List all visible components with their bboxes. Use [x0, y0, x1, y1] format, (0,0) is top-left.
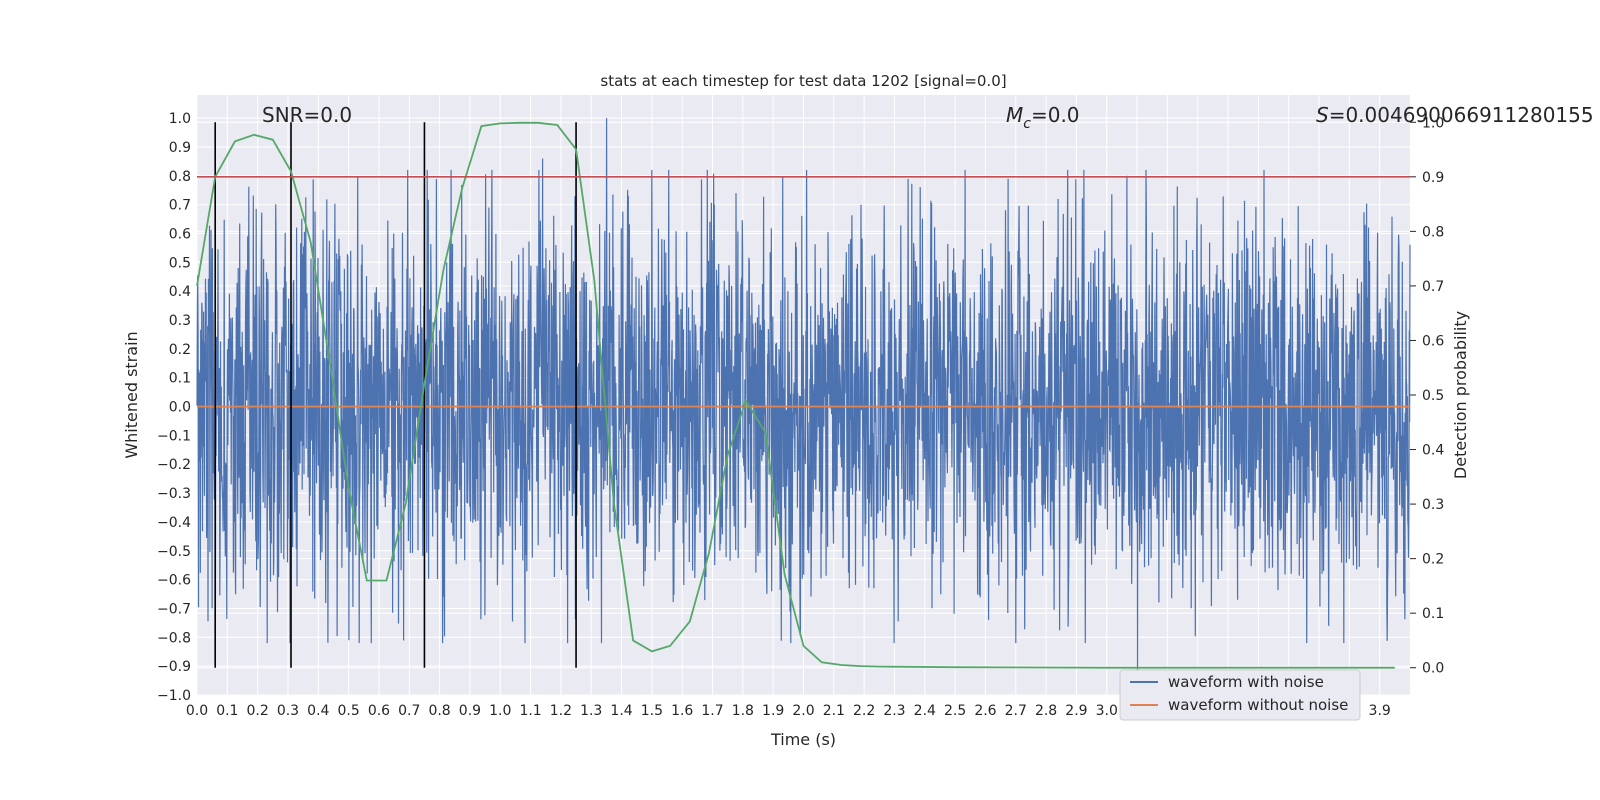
x-tick-label: 0.0: [186, 703, 208, 719]
x-tick-label: 0.8: [428, 703, 450, 719]
annotation-chirp-mass: Mc=0.0: [1006, 103, 1080, 132]
legend-label-clean: waveform without noise: [1168, 696, 1348, 714]
y-tick-label: 0.8: [169, 169, 191, 185]
x-tick-label: 2.4: [914, 703, 936, 719]
x-tick-label: 0.6: [368, 703, 390, 719]
y-right-tick-label: 0.8: [1422, 224, 1444, 240]
x-tick-label: 2.9: [1065, 703, 1087, 719]
y-tick-label: 0.6: [169, 226, 191, 242]
x-axis-label: Time (s): [770, 730, 836, 749]
x-tick-label: 1.4: [610, 703, 632, 719]
y-right-tick-label: 0.1: [1422, 606, 1444, 622]
y-tick-label: −0.8: [157, 630, 191, 646]
y-tick-label: −0.4: [157, 515, 191, 531]
y-tick-label: 0.1: [169, 371, 191, 387]
y-tick-label: −0.9: [157, 659, 191, 675]
x-tick-label: 2.5: [944, 703, 966, 719]
y-tick-label: 0.7: [169, 198, 191, 214]
series-waveform-with-noise: [196, 118, 1411, 681]
x-tick-label: 0.2: [247, 703, 269, 719]
y-tick-label: −0.3: [157, 486, 191, 502]
y-tick-label: −0.6: [157, 573, 191, 589]
annotation-s: S=0.004690066911280155: [1316, 103, 1594, 127]
y-right-axis-label: Detection probability: [1451, 311, 1470, 479]
x-tick-label: 0.4: [307, 703, 329, 719]
y-tick-label: 1.0: [169, 111, 191, 127]
y-tick-label: 0.2: [169, 342, 191, 358]
x-tick-label: 0.7: [398, 703, 420, 719]
y-right-tick-label: 0.3: [1422, 497, 1444, 513]
x-tick-label: 1.1: [519, 703, 541, 719]
y-tick-label: 0.5: [169, 255, 191, 271]
chart-title: stats at each timestep for test data 120…: [600, 72, 1006, 90]
x-tick-label: 1.7: [701, 703, 723, 719]
y-tick-labels: 1.0 0.9 0.8 0.7 0.6 0.5 0.4 0.3 0.2 0.1 0.0 −0.1 −0.…: [157, 111, 191, 704]
vertical-markers: [214, 122, 577, 668]
y-tick-label: 0.0: [169, 400, 191, 416]
x-tick-label: 2.8: [1035, 703, 1057, 719]
y-right-tick-label: 1.0: [1422, 115, 1444, 131]
x-tick-label: 1.3: [580, 703, 602, 719]
x-tick-label: 2.0: [792, 703, 814, 719]
y-tick-label: −0.2: [157, 457, 191, 473]
noise-trace: [196, 118, 1411, 681]
x-tick-label: 1.2: [550, 703, 572, 719]
y-right-tick-labels: 1.0 0.9 0.8 0.7 0.6 0.5 0.4 0.3 0.2 0.1 0.0: [1410, 115, 1444, 677]
x-tick-label: 1.6: [671, 703, 693, 719]
x-tick-label: 1.0: [489, 703, 511, 719]
x-tick-label: 3.9: [1369, 703, 1391, 719]
y-tick-label: −0.1: [157, 428, 191, 444]
y-tick-label: 0.4: [169, 284, 191, 300]
y-tick-label: −0.7: [157, 601, 191, 617]
x-tick-label: 2.6: [974, 703, 996, 719]
x-tick-label: 1.9: [762, 703, 784, 719]
probability-trace: [196, 121, 1395, 669]
legend-label-noise: waveform with noise: [1168, 673, 1324, 691]
y-right-tick-label: 0.7: [1422, 279, 1444, 295]
y-tick-label: −1.0: [157, 688, 191, 704]
y-right-tick-label: 0.4: [1422, 443, 1444, 459]
legend: waveform with noise waveform without noi…: [1119, 669, 1361, 721]
x-tick-label: 2.3: [883, 703, 905, 719]
x-tick-label: 0.5: [337, 703, 359, 719]
y-axis-label: Whitened strain: [122, 331, 141, 458]
legend-box: [1119, 669, 1361, 721]
x-tick-label: 1.5: [641, 703, 663, 719]
y-tick-label: −0.5: [157, 544, 191, 560]
x-tick-label: 1.8: [732, 703, 754, 719]
y-right-tick-label: 0.0: [1422, 661, 1444, 677]
x-tick-label: 2.7: [1005, 703, 1027, 719]
y-tick-label: 0.9: [169, 140, 191, 156]
series-detection-probability: [196, 121, 1410, 669]
x-tick-label: 0.3: [277, 703, 299, 719]
x-tick-label: 3.0: [1096, 703, 1118, 719]
y-right-tick-label: 0.2: [1422, 552, 1444, 568]
x-tick-label: 0.1: [216, 703, 238, 719]
x-tick-label: 2.1: [823, 703, 845, 719]
y-tick-label: 0.3: [169, 313, 191, 329]
y-right-tick-label: 0.9: [1422, 170, 1444, 186]
y-right-tick-label: 0.5: [1422, 388, 1444, 404]
x-tick-label: 0.9: [459, 703, 481, 719]
y-right-tick-label: 0.6: [1422, 333, 1444, 349]
annotation-snr: SNR=0.0: [262, 103, 352, 127]
x-tick-label: 2.2: [853, 703, 875, 719]
